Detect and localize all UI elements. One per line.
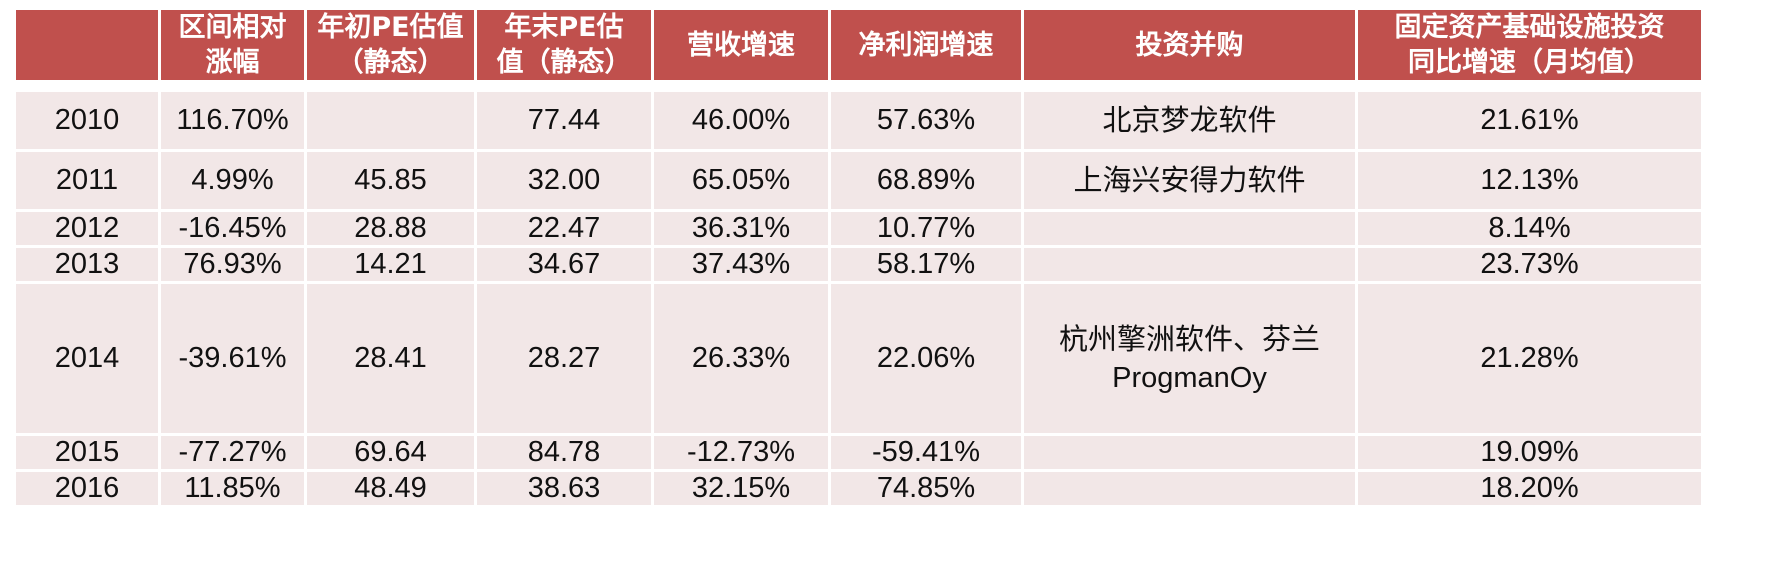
header-line: 同比增速（月均值） (1408, 47, 1651, 78)
header-row: 区间相对 涨幅 年初PE估值 （静态） 年末PE估 值（静态） 营收增速 净利润增速 投资并购固… (13, 7, 1704, 83)
header-line: 净利润增速 (858, 29, 994, 61)
cell-rel-change: 11.85% (158, 469, 307, 508)
cell-profit-growth: 57.63% (828, 89, 1024, 152)
cell-revenue-growth: -12.73% (651, 433, 831, 472)
table-row: 2010 116.70% 77.44 46.00% 57.63% 北京梦龙软件 21.61% (13, 89, 1704, 152)
cell-year: 2010 (13, 89, 161, 152)
header-line: 年初PE估值 (317, 12, 464, 43)
cell-rel-change: -39.61% (158, 281, 307, 436)
header-line: 区间相对 (178, 12, 287, 43)
cell-pe-start: 14.21 (304, 245, 477, 284)
header-revenue-growth: 营收增速 (651, 7, 831, 83)
cell-ma (1021, 433, 1358, 472)
cell-ma: 上海兴安得力软件 (1021, 149, 1358, 212)
cell-revenue-growth: 32.15% (651, 469, 831, 508)
cell-year: 2016 (13, 469, 161, 508)
cell-ma (1021, 469, 1358, 508)
header-ma: 投资并购 (1021, 7, 1358, 83)
cell-rel-change: 4.99% (158, 149, 307, 212)
cell-rel-change: 76.93% (158, 245, 307, 284)
header-infra-growth: 固定资产基础设施投资 同比增速（月均值） (1355, 7, 1704, 83)
cell-year: 2011 (13, 149, 161, 212)
header-line: 固定资产基础设施投资 (1394, 12, 1665, 43)
cell-rel-change: -77.27% (158, 433, 307, 472)
header-line: 营收增速 (687, 29, 795, 61)
ma-line: 杭州擎洲软件、芬兰 (1058, 322, 1320, 356)
header-line: 涨幅 (205, 47, 260, 78)
cell-pe-start: 28.88 (304, 209, 477, 248)
cell-ma: 杭州擎洲软件、芬兰 ProgmanOy (1021, 281, 1358, 436)
cell-pe-end: 28.27 (474, 281, 654, 436)
cell-infra-growth: 21.61% (1355, 89, 1704, 152)
cell-ma (1021, 245, 1358, 284)
cell-infra-growth: 18.20% (1355, 469, 1704, 508)
cell-revenue-growth: 46.00% (651, 89, 831, 152)
cell-infra-growth: 19.09% (1355, 433, 1704, 472)
table-row: 2011 4.99% 45.85 32.00 65.05% 68.89% 上海兴安得力软件 1… (13, 149, 1704, 212)
cell-infra-growth: 12.13% (1355, 149, 1704, 212)
cell-profit-growth: 10.77% (828, 209, 1024, 248)
table-row: 2015 -77.27% 69.64 84.78 -12.73% -59.41% 19.09… (13, 433, 1704, 472)
cell-profit-growth: 74.85% (828, 469, 1024, 508)
cell-infra-growth: 8.14% (1355, 209, 1704, 248)
cell-profit-growth: 68.89% (828, 149, 1024, 212)
header-line: 投资并购 (1135, 29, 1244, 61)
cell-pe-end: 38.63 (474, 469, 654, 508)
cell-pe-start: 48.49 (304, 469, 477, 508)
data-table: 区间相对 涨幅 年初PE估值 （静态） 年末PE估 值（静态） 营收增速 净利润增速 投资并购固… (13, 7, 1704, 508)
header-line: 年末PE估 (504, 12, 624, 43)
header-corner (13, 7, 161, 83)
cell-pe-start: 28.41 (304, 281, 477, 436)
header-line: （静态） (336, 47, 445, 78)
cell-year: 2015 (13, 433, 161, 472)
cell-revenue-growth: 37.43% (651, 245, 831, 284)
cell-year: 2013 (13, 245, 161, 284)
ma-line: 上海兴安得力软件 (1073, 163, 1306, 197)
cell-revenue-growth: 36.31% (651, 209, 831, 248)
table-row: 2014 -39.61% 28.41 28.27 26.33% 22.06% 杭州擎洲软件、… (13, 281, 1704, 436)
cell-revenue-growth: 65.05% (651, 149, 831, 212)
cell-infra-growth: 21.28% (1355, 281, 1704, 436)
table-container: 区间相对 涨幅 年初PE估值 （静态） 年末PE估 值（静态） 营收增速 净利润增速 投资并购固… (13, 7, 1704, 508)
header-rel-change: 区间相对 涨幅 (158, 7, 307, 83)
cell-pe-end: 34.67 (474, 245, 654, 284)
cell-pe-end: 22.47 (474, 209, 654, 248)
table-row: 2016 11.85% 48.49 38.63 32.15% 74.85% 18.20% (13, 469, 1704, 508)
cell-pe-end: 32.00 (474, 149, 654, 212)
ma-line: ProgmanOy (1112, 362, 1267, 394)
cell-rel-change: -16.45% (158, 209, 307, 248)
cell-pe-start: 69.64 (304, 433, 477, 472)
header-pe-end: 年末PE估值（静态） (474, 7, 654, 83)
cell-year: 2012 (13, 209, 161, 248)
cell-year: 2014 (13, 281, 161, 436)
header-profit-growth: 净利润增速 (828, 7, 1024, 83)
header-pe-start: 年初PE估值 （静态） (304, 7, 477, 83)
header-line: 值（静态） (496, 47, 632, 78)
cell-pe-start: 45.85 (304, 149, 477, 212)
ma-line: 北京梦龙软件 (1102, 103, 1277, 137)
cell-ma: 北京梦龙软件 (1021, 89, 1358, 152)
cell-pe-start (304, 89, 477, 152)
cell-profit-growth: -59.41% (828, 433, 1024, 472)
cell-pe-end: 84.78 (474, 433, 654, 472)
cell-profit-growth: 58.17% (828, 245, 1024, 284)
cell-infra-growth: 23.73% (1355, 245, 1704, 284)
table-body: 2010 116.70% 77.44 46.00% 57.63% 北京梦龙软件 21.61%… (13, 81, 1704, 508)
cell-rel-change: 116.70% (158, 89, 307, 152)
table-row: 2013 76.93% 14.21 34.67 37.43% 58.17% 23.73% (13, 245, 1704, 284)
cell-revenue-growth: 26.33% (651, 281, 831, 436)
cell-profit-growth: 22.06% (828, 281, 1024, 436)
header-gap (14, 81, 1703, 91)
table-row: 2012 -16.45% 28.88 22.47 36.31% 10.77% 8.14% (13, 209, 1704, 248)
cell-pe-end: 77.44 (474, 89, 654, 152)
cell-ma (1021, 209, 1358, 248)
